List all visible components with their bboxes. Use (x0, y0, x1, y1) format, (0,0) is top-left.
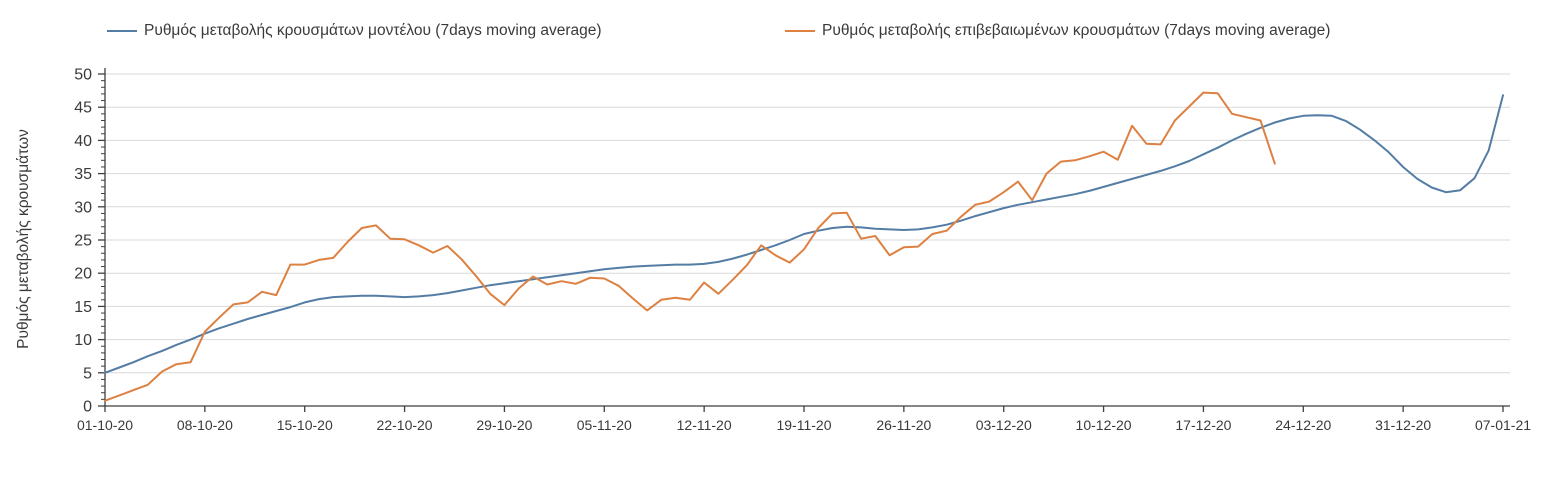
x-tick-label-10-12-20: 10-12-20 (1076, 417, 1132, 433)
x-tick-label-29-10-20: 29-10-20 (476, 417, 532, 433)
y-tick-label-35: 35 (74, 166, 92, 183)
y-tick-label-45: 45 (74, 100, 92, 117)
y-tick-label-20: 20 (74, 266, 92, 283)
y-tick-label-0: 0 (83, 399, 92, 416)
model-series-line[interactable] (104, 94, 1504, 374)
x-tick-label-17-12-20: 17-12-20 (1175, 417, 1231, 433)
x-tick-label-26-11-20: 26-11-20 (876, 417, 931, 433)
x-tick-label-15-10-20: 15-10-20 (277, 417, 333, 433)
y-tick-label-40: 40 (74, 133, 92, 150)
x-tick-label-07-01-21: 07-01-21 (1475, 417, 1531, 433)
legend-item-model[interactable]: Ρυθμός μεταβολής κρουσμάτων μοντέλου (7d… (107, 22, 602, 40)
x-tick-label-01-10-20: 01-10-20 (77, 417, 133, 433)
x-tick-label-08-10-20: 08-10-20 (177, 417, 233, 433)
y-tick-label-25: 25 (74, 233, 92, 250)
x-tick-label-24-12-20: 24-12-20 (1275, 417, 1331, 433)
legend-label-model: Ρυθμός μεταβολής κρουσμάτων μοντέλου (7d… (144, 22, 602, 39)
model-line-swatch-icon (107, 30, 137, 32)
confirmed-line-swatch-icon (785, 30, 815, 32)
x-tick-label-31-12-20: 31-12-20 (1375, 417, 1431, 433)
y-tick-label-5: 5 (83, 365, 92, 382)
x-tick-label-03-12-20: 03-12-20 (976, 417, 1032, 433)
y-tick-label-30: 30 (74, 199, 92, 216)
y-tick-label-15: 15 (74, 299, 92, 316)
legend-label-confirmed: Ρυθμός μεταβολής επιβεβαιωμένων κρουσμάτ… (822, 22, 1331, 39)
x-tick-label-05-11-20: 05-11-20 (577, 417, 632, 433)
y-tick-label-50: 50 (74, 67, 92, 84)
legend-item-confirmed[interactable]: Ρυθμός μεταβολής επιβεβαιωμένων κρουσμάτ… (785, 22, 1330, 40)
x-tick-label-12-11-20: 12-11-20 (677, 417, 732, 433)
y-tick-label-10: 10 (74, 332, 92, 349)
legend: Ρυθμός μεταβολής κρουσμάτων μοντέλου (7d… (0, 22, 1551, 44)
x-tick-label-22-10-20: 22-10-20 (377, 417, 433, 433)
confirmed-series-line[interactable] (104, 91, 1276, 402)
x-tick-label-19-11-20: 19-11-20 (776, 417, 831, 433)
